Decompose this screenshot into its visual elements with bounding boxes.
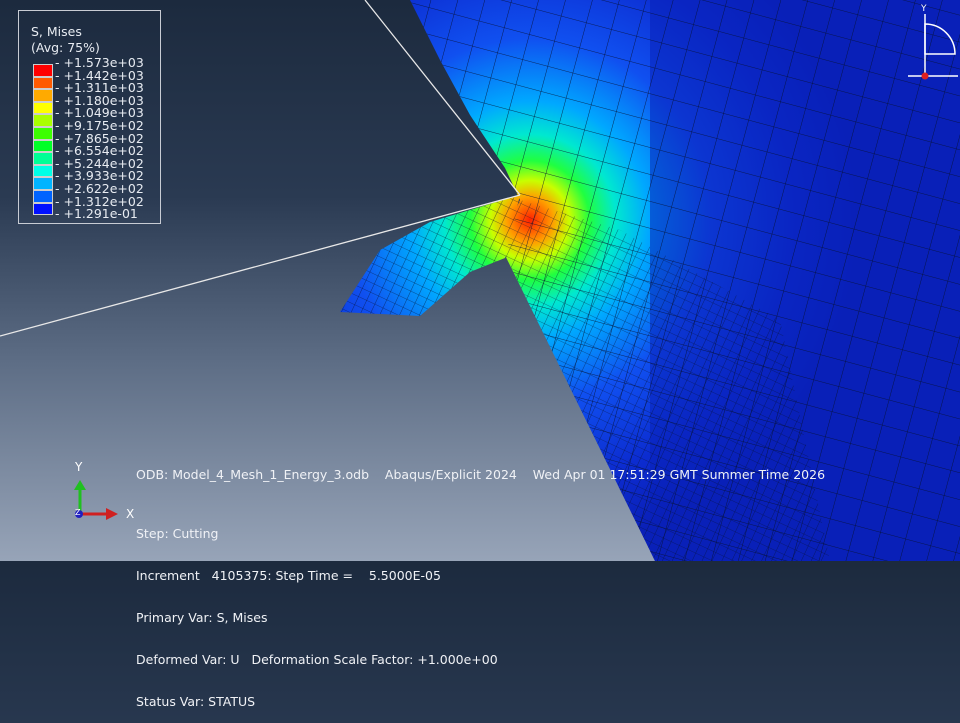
workpiece-mesh — [410, 0, 960, 561]
legend-labels: - +1.573e+03- +1.442e+03- +1.311e+03- +1… — [55, 55, 144, 222]
axis-z-label: Z — [75, 508, 81, 517]
model-viewport[interactable]: Y — [0, 0, 960, 561]
legend-color-swatch — [33, 189, 53, 203]
legend-value: - +2.622e+02 — [55, 180, 144, 196]
legend-value: - +1.312e+02 — [55, 193, 144, 209]
chip — [340, 195, 520, 316]
odb-info-line: ODB: Model_4_Mesh_1_Energy_3.odb Abaqus/… — [136, 467, 826, 482]
legend-value: - +1.049e+03 — [55, 105, 144, 121]
legend-color-swatch — [33, 139, 53, 153]
status-var: Status Var: STATUS — [136, 694, 256, 709]
view-triad-y-label: Y — [920, 4, 927, 14]
legend-color-swatch — [33, 64, 53, 77]
legend-value: - +9.175e+02 — [55, 117, 144, 133]
axis-y-label: Y — [75, 460, 83, 474]
contour-legend: S, Mises (Avg: 75%) - +1.573e+03- +1.442… — [18, 10, 161, 224]
legend-color-swatch — [33, 177, 53, 190]
primary-var: Primary Var: S, Mises — [136, 610, 268, 625]
legend-value: - +1.311e+03 — [55, 80, 144, 96]
legend-color-swatch — [33, 76, 53, 90]
axis-triad — [74, 480, 118, 520]
axis-x-label: X — [126, 507, 135, 521]
legend-color-swatch — [33, 164, 53, 178]
legend-color-bar — [33, 64, 53, 216]
legend-color-swatch — [33, 202, 53, 216]
step-info: Step: Cutting Increment 4105375: Step Ti… — [136, 499, 498, 723]
legend-color-swatch — [33, 114, 53, 127]
deformed-var: Deformed Var: U Deformation Scale Factor… — [136, 652, 498, 667]
legend-title: S, Mises — [31, 24, 82, 39]
legend-value: - +1.291e-01 — [55, 206, 138, 222]
legend-value: - +1.180e+03 — [55, 92, 144, 108]
legend-value: - +6.554e+02 — [55, 143, 144, 159]
legend-value: - +1.442e+03 — [55, 67, 144, 83]
legend-value: - +3.933e+02 — [55, 168, 144, 184]
legend-subtitle: (Avg: 75%) — [31, 40, 100, 55]
legend-color-swatch — [33, 152, 53, 165]
step-name: Step: Cutting — [136, 526, 219, 541]
legend-color-swatch — [33, 89, 53, 102]
legend-value: - +7.865e+02 — [55, 130, 144, 146]
legend-color-swatch — [33, 101, 53, 115]
legend-value: - +1.573e+03 — [55, 55, 144, 70]
view-triad: Y — [908, 4, 958, 80]
legend-value: - +5.244e+02 — [55, 155, 144, 171]
legend-color-swatch — [33, 126, 53, 140]
increment-info: Increment 4105375: Step Time = 5.5000E-0… — [136, 568, 441, 583]
cutting-tool — [0, 0, 521, 337]
